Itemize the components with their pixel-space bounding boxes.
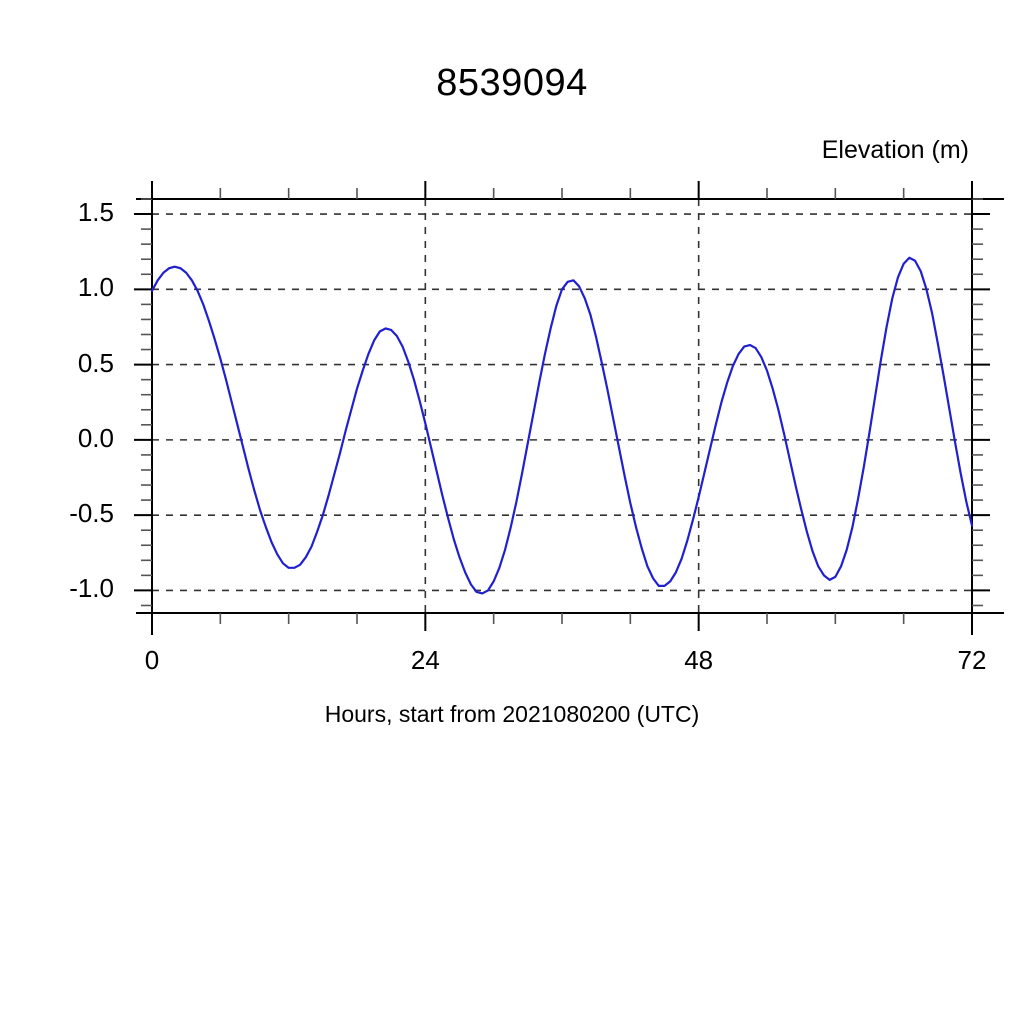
y-tick-label: 1.0 — [77, 272, 114, 303]
x-axis-label: Hours, start from 2021080200 (UTC) — [324, 701, 700, 727]
page-title: 8539094 — [436, 62, 588, 104]
y-tick-label: 1.5 — [77, 197, 114, 228]
y-tick-label: 0.0 — [77, 422, 114, 453]
y-tick-label: -0.5 — [69, 498, 114, 529]
y-tick-label: -1.0 — [69, 573, 114, 604]
y-tick-label: 0.5 — [77, 347, 114, 378]
x-tick-label: 48 — [684, 645, 714, 675]
data-series-line — [150, 256, 974, 595]
x-tick-label: 0 — [144, 645, 160, 675]
y-axis-label: Elevation (m) — [821, 136, 969, 164]
x-tick-label: 72 — [957, 645, 987, 675]
x-tick-label: 24 — [410, 645, 440, 675]
